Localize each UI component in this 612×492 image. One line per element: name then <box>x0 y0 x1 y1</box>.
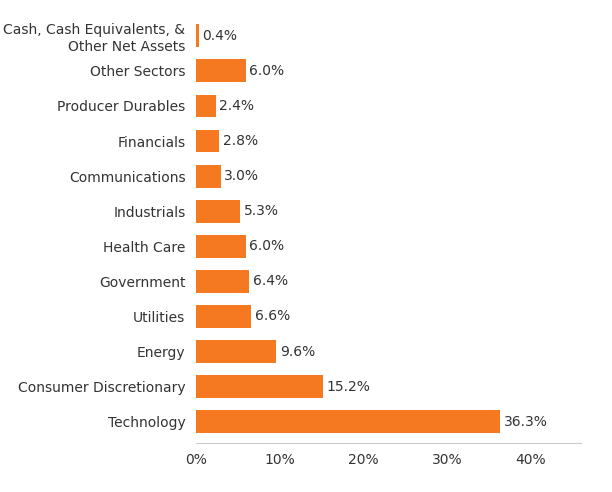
Bar <box>196 270 250 293</box>
Text: 15.2%: 15.2% <box>327 380 370 394</box>
Text: 9.6%: 9.6% <box>280 344 315 359</box>
Text: 2.4%: 2.4% <box>219 99 255 113</box>
Bar <box>196 410 500 433</box>
Bar <box>196 130 219 153</box>
Text: 3.0%: 3.0% <box>225 169 259 183</box>
Bar <box>196 340 276 363</box>
Bar <box>196 305 251 328</box>
Text: 0.4%: 0.4% <box>203 29 237 43</box>
Text: 6.0%: 6.0% <box>250 239 285 253</box>
Text: 6.4%: 6.4% <box>253 275 288 288</box>
Text: 5.3%: 5.3% <box>244 204 278 218</box>
Bar <box>196 25 199 47</box>
Text: 36.3%: 36.3% <box>504 415 547 429</box>
Bar <box>196 200 241 223</box>
Text: 6.0%: 6.0% <box>250 64 285 78</box>
Text: 6.6%: 6.6% <box>255 309 289 324</box>
Bar <box>196 375 323 398</box>
Text: 2.8%: 2.8% <box>223 134 258 148</box>
Bar <box>196 235 246 258</box>
Bar <box>196 94 216 118</box>
Bar <box>196 165 221 187</box>
Bar <box>196 60 246 82</box>
